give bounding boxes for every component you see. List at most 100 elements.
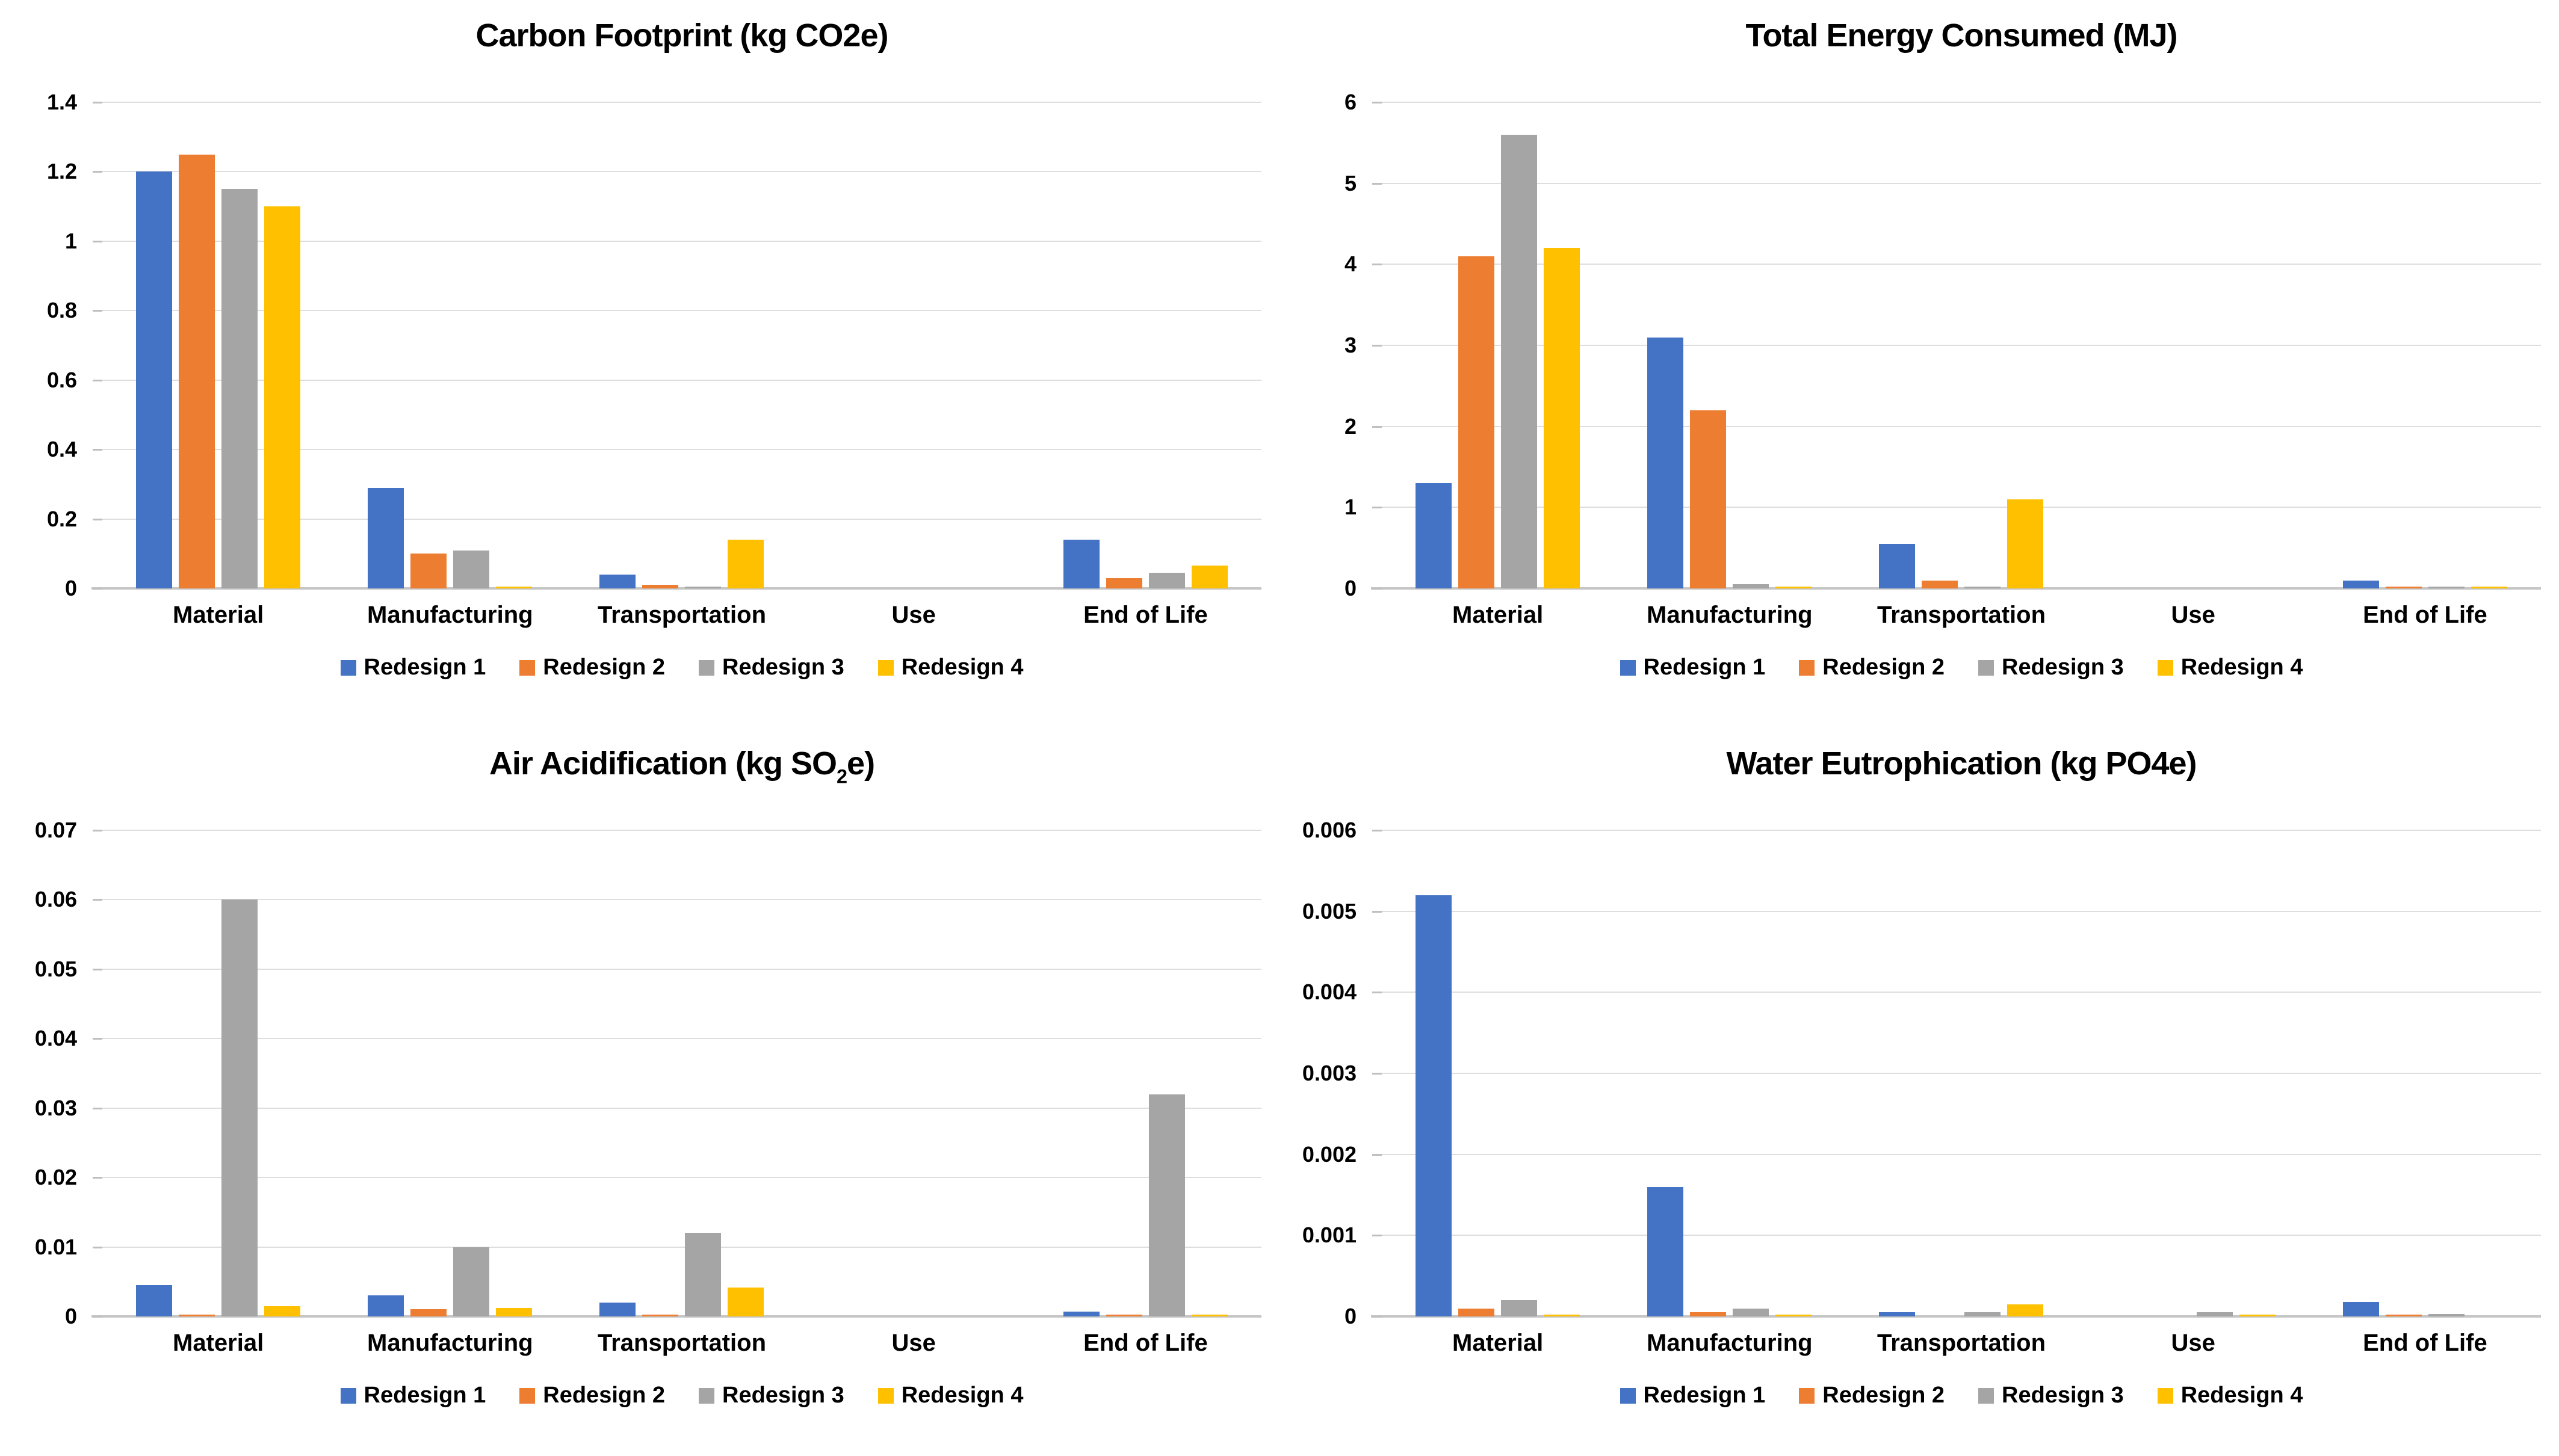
legend-label: Redesign 3 (2002, 1383, 2124, 1408)
gridline (102, 518, 1261, 520)
y-axis-tick-mark (93, 379, 102, 381)
bar-redesign-2 (2385, 1315, 2422, 1316)
bar-group-end-of-life (1030, 102, 1261, 588)
y-axis-tick-mark (1372, 1153, 1382, 1156)
y-axis-tick-mark (93, 310, 102, 312)
legend-label: Redesign 1 (364, 1383, 486, 1408)
gridline (102, 1246, 1261, 1248)
gridline (1382, 182, 2541, 184)
y-axis-tick-mark (1372, 264, 1382, 266)
legend-item: Redesign 2 (519, 1383, 665, 1408)
bar-group-end-of-life (2309, 102, 2541, 588)
y-axis-tick-label: 0 (1344, 1304, 1357, 1328)
y-axis-tick-label: 0.001 (1302, 1223, 1357, 1248)
y-axis-tick-label: 0.004 (1302, 979, 1357, 1005)
y-axis-tick-mark (93, 1038, 102, 1040)
y-axis-tick-label: 0.8 (46, 298, 77, 323)
gridline (102, 1177, 1261, 1179)
chart-carbon-footprint: Carbon Footprint (kg CO2e) 0 0.2 0.4 0.6 0.8… (0, 0, 1280, 728)
bar-redesign-3 (1964, 587, 2001, 588)
category-label: Transportation (597, 602, 767, 628)
legend-item: Redesign 4 (877, 655, 1023, 680)
legend-label: Redesign 3 (2002, 655, 2124, 680)
bar-redesign-3 (221, 189, 258, 588)
chart-title: Total Energy Consumed (MJ) (1382, 17, 2541, 54)
category-label: Material (173, 602, 264, 628)
legend-swatch (699, 1387, 714, 1404)
bar-redesign-2 (1690, 410, 1727, 588)
gridline (1382, 1153, 2541, 1155)
bar-redesign-4 (1191, 1315, 1228, 1316)
gridline (102, 1107, 1261, 1109)
y-axis-tick-label: 0.005 (1302, 898, 1357, 924)
bar-redesign-3 (1733, 584, 1769, 588)
bar-redesign-2 (1690, 1312, 1727, 1316)
title-text: Water Eutrophication (kg PO4e) (1726, 745, 2197, 782)
bar-redesign-4 (1544, 1315, 1580, 1316)
y-axis-tick-mark (93, 449, 102, 451)
legend: Redesign 1 Redesign 2 Redesign 3 Redesign 4 (1382, 655, 2541, 680)
bar-group-transportation (1845, 830, 2077, 1316)
y-axis-tick-label: 0.06 (34, 887, 77, 912)
gridline (102, 449, 1261, 451)
y-axis-tick-mark (93, 968, 102, 970)
legend-item: Redesign 1 (1620, 1383, 1765, 1408)
bar-redesign-1 (2342, 581, 2379, 588)
y-axis-tick-mark (1372, 507, 1382, 509)
y-axis-tick-label: 0.6 (46, 367, 77, 392)
legend-label: Redesign 4 (901, 1383, 1024, 1408)
x-axis: Material Manufacturing Transportation Use En… (102, 1330, 1261, 1357)
title-text: Air Acidification (kg SO (489, 745, 837, 782)
legend-swatch (877, 1387, 894, 1404)
legend: Redesign 1 Redesign 2 Redesign 3 Redesign 4 (102, 1383, 1261, 1408)
gridline (102, 379, 1261, 381)
y-axis-tick-label: 0 (1344, 576, 1357, 600)
gridline (102, 171, 1261, 173)
y-axis-tick-mark (1372, 1073, 1382, 1075)
y-axis-tick-mark (93, 102, 102, 103)
category-label: End of Life (2363, 1330, 2487, 1356)
x-axis-line (1371, 1315, 2541, 1318)
y-axis-tick-label: 3 (1344, 333, 1357, 357)
y-axis-tick-label: 0.4 (46, 437, 77, 462)
bar-group-end-of-life (1030, 830, 1261, 1316)
bar-redesign-4 (728, 1288, 764, 1316)
y-axis-tick-mark (93, 1316, 102, 1318)
chart-title: Air Acidification (kg SO2e) (102, 745, 1261, 788)
bar-group-manufacturing (1614, 102, 1845, 588)
x-axis-line (91, 1315, 1261, 1318)
legend-item: Redesign 4 (2157, 655, 2303, 680)
legend-label: Redesign 2 (543, 1383, 665, 1408)
legend: Redesign 1 Redesign 2 Redesign 3 Redesign 4 (102, 655, 1261, 680)
legend-label: Redesign 1 (1643, 655, 1766, 680)
y-axis-tick-label: 0.02 (34, 1165, 77, 1190)
bar-redesign-3 (685, 587, 722, 588)
y-axis-tick-label: 0.003 (1302, 1061, 1357, 1085)
bar-redesign-1 (1063, 540, 1100, 588)
legend-item: Redesign 2 (1799, 1383, 1945, 1408)
category-label: End of Life (2363, 602, 2487, 628)
bar-redesign-2 (410, 1309, 447, 1316)
gridline (1382, 102, 2541, 103)
gridline (1382, 507, 2541, 508)
bar-redesign-3 (1148, 1094, 1185, 1316)
legend-swatch (2157, 1387, 2173, 1404)
legend-item: Redesign 2 (519, 655, 665, 680)
bar-redesign-3 (221, 899, 258, 1316)
bar-redesign-1 (599, 575, 636, 588)
category-label: End of Life (1083, 602, 1208, 628)
bar-redesign-2 (642, 1315, 679, 1316)
legend-swatch (1978, 659, 1994, 676)
y-axis-tick-mark (1372, 102, 1382, 103)
bar-group-manufacturing (334, 102, 566, 588)
y-axis-tick-mark (1372, 1235, 1382, 1237)
legend-swatch (1620, 659, 1636, 676)
bar-redesign-3 (1964, 1312, 2001, 1316)
bar-redesign-4 (496, 587, 533, 588)
chart-air-acidification: Air Acidification (kg SO2e) 0 0.01 0.02 0.0… (0, 728, 1280, 1456)
y-axis-tick-label: 1.4 (46, 90, 77, 114)
gridline (102, 830, 1261, 831)
gridline (102, 899, 1261, 901)
y-axis-tick-label: 0.01 (34, 1234, 77, 1259)
bar-redesign-2 (1922, 581, 1958, 588)
